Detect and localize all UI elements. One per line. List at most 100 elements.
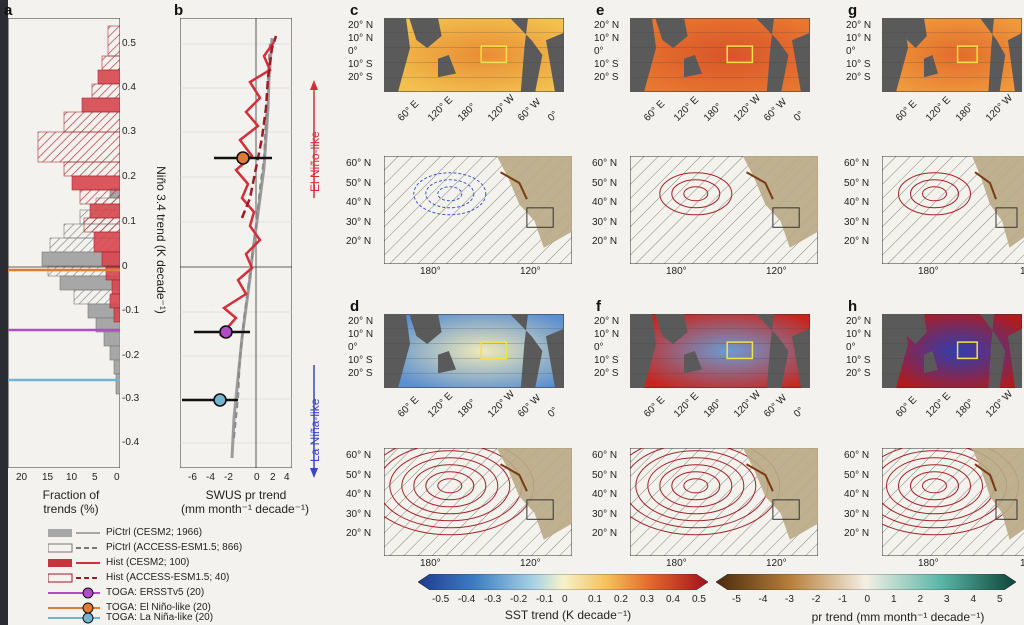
pictrl-bar: [113, 359, 120, 375]
panel-a-histogram: [8, 18, 120, 468]
sst-colorbar-label: SST trend (K decade⁻¹): [504, 608, 632, 622]
pictrl-bar: [109, 345, 120, 361]
sst-lat-label: 10° N: [846, 33, 872, 44]
hist-bar: [107, 25, 120, 57]
sst-lon-label: 120° W: [486, 388, 518, 420]
hist-bar: [101, 251, 120, 267]
sst-cbar-tick: 0.4: [666, 594, 680, 605]
sst-lon-label: 0°: [546, 405, 561, 420]
nino34-box: [956, 45, 978, 64]
nino34-box: [956, 341, 978, 360]
pr-map: [882, 156, 1024, 264]
sst-lat-label: 10° S: [348, 59, 373, 70]
hist-bar: [83, 217, 120, 233]
hist-bar: [71, 175, 120, 191]
sst-cbar-tick: -0.1: [536, 594, 554, 605]
pr-lat-label: 30° N: [844, 508, 870, 520]
hist-bar: [113, 307, 120, 323]
pr-lon-label: 180°: [918, 558, 939, 569]
sst-lon-label: 120° W: [984, 92, 1016, 124]
a-ytick: 0.5: [122, 38, 136, 49]
sst-lat-label: 0°: [846, 46, 856, 57]
pr-lat-label: 50° N: [592, 469, 618, 481]
pr-lat-label: 60° N: [346, 450, 372, 461]
a-xlabel-1: Fraction of: [42, 488, 100, 502]
hist-bar: [97, 69, 120, 85]
panel-label-a: a: [4, 2, 13, 19]
sst-lat-label: 20° N: [348, 316, 374, 327]
nino34-box: [480, 45, 508, 64]
pr-lat-label: 30° N: [592, 216, 618, 228]
pr-lat-label: 40° N: [592, 197, 618, 208]
pr-cbar-tick: -5: [732, 594, 741, 605]
pr-cbar-tick: -2: [811, 594, 821, 605]
sst-lat-label: 20° S: [846, 368, 871, 379]
sst-map: [882, 18, 1022, 92]
pictrl-bar: [115, 373, 120, 395]
sst-lat-label: 0°: [846, 342, 856, 353]
figure-sheet: a 0.5 0.4 0.3 0.2 0.1 0 -0.1 -0.2 -0.3 -…: [4, 0, 1024, 625]
pr-lat-label: 50° N: [844, 177, 870, 189]
sst-lon-label: 60° W: [762, 392, 790, 420]
sst-lon-label: 60° E: [396, 394, 422, 420]
pr-lat-label: 40° N: [346, 197, 372, 208]
sst-lon-label: 120° E: [672, 390, 702, 420]
a-xtick: 10: [66, 472, 78, 483]
sst-cbar-tick: 0.5: [692, 594, 706, 605]
regime-arrows: [310, 80, 318, 478]
hist-bar: [91, 83, 120, 99]
hist-bar: [63, 111, 120, 133]
sst-lon-label: 60° E: [894, 394, 920, 420]
pr-map: [384, 448, 572, 556]
pr-lat-label: 60° N: [844, 450, 870, 461]
sst-cbar-tick: 0.2: [614, 594, 628, 605]
a-ytick: 0: [122, 261, 128, 272]
pr-lat-label: 20° N: [346, 528, 372, 539]
toga-la-nina-point: [213, 393, 227, 407]
sst-lon-label: 120° E: [672, 94, 702, 124]
pr-lat-label: 40° N: [844, 197, 870, 208]
pr-lon-label: 120°: [520, 558, 541, 569]
pr-cbar-tick: 1: [891, 594, 897, 605]
sst-lon-label: 120° E: [426, 390, 456, 420]
sst-lon-label: 120° W: [984, 388, 1016, 420]
pr-map: [630, 156, 818, 264]
sst-map: [384, 18, 564, 92]
pr-lat-label: 20° N: [592, 528, 618, 539]
pr-lat-label: 30° N: [346, 508, 372, 520]
sst-lon-label: 120° W: [486, 92, 518, 124]
sst-lat-label: 10° N: [594, 33, 620, 44]
sst-lon-label: 120° W: [732, 388, 764, 420]
hist-cesm2-curve: [219, 41, 276, 337]
hist-bar: [109, 293, 120, 309]
pr-lat-label: 30° N: [592, 508, 618, 520]
hist-bar: [111, 279, 120, 295]
pr-lat-label: 30° N: [844, 216, 870, 228]
pr-lat-label: 20° N: [844, 236, 870, 247]
sst-lat-label: 10° N: [846, 329, 872, 340]
a-xtick: 15: [42, 472, 54, 483]
sst-lat-label: 20° N: [594, 20, 620, 31]
sst-lon-label: 0°: [546, 109, 561, 124]
panel-label-b: b: [174, 2, 184, 19]
sst-lon-label: 60° W: [762, 96, 790, 124]
panel-label-e: e: [596, 2, 605, 19]
sst-cbar-tick: 0.3: [640, 594, 654, 605]
a-xtick: 0: [114, 472, 120, 483]
a-ytick: 0.2: [122, 171, 136, 182]
panel-label-c: c: [350, 2, 359, 19]
sst-lon-label: 180°: [456, 397, 479, 420]
pr-cbar-tick: -4: [758, 594, 768, 605]
sst-lat-label: 0°: [348, 46, 358, 57]
hist-bar: [37, 131, 120, 163]
sst-lat-label: 0°: [348, 342, 358, 353]
sst-lon-label: 60° E: [642, 98, 668, 124]
sst-lon-label: 180°: [702, 397, 725, 420]
pr-lat-label: 20° N: [346, 236, 372, 247]
pr-cbar-tick: 4: [970, 594, 977, 605]
sst-lat-label: 20° N: [594, 316, 620, 327]
sst-lat-label: 20° S: [594, 72, 619, 83]
sst-lon-label: 60° E: [642, 394, 668, 420]
pictrl-access-curve: [233, 41, 271, 439]
hist-bar: [81, 97, 120, 113]
